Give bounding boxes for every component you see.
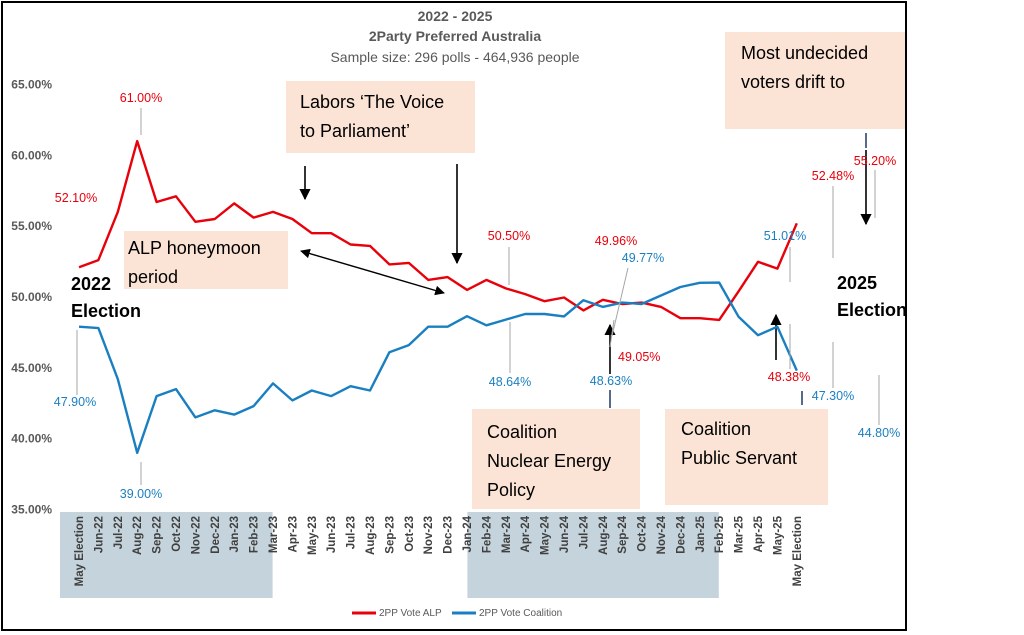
annotation-text: Nuclear Energy <box>487 451 611 471</box>
x-tick-label: Dec-24 <box>675 515 687 553</box>
annotation-text: Policy <box>487 480 535 500</box>
coalition-data-label: 48.63% <box>590 374 632 388</box>
alp-data-label: 49.96% <box>595 234 637 248</box>
x-tick-label: Jan-23 <box>229 516 241 552</box>
x-tick-label: Jul-24 <box>578 515 590 549</box>
alp-data-label: 55.20% <box>854 154 896 168</box>
alp-data-label: 52.48% <box>812 169 854 183</box>
x-tick-label: Nov-24 <box>656 515 668 554</box>
x-tick-label: Aug-22 <box>132 516 144 555</box>
x-tick-label: Apr-24 <box>520 515 532 552</box>
x-tick-label: Nov-23 <box>423 516 435 554</box>
election-label: Election <box>837 300 907 320</box>
y-tick-label: 40.00% <box>11 432 52 446</box>
annotation-text: voters drift to <box>741 72 845 92</box>
x-tick-label: Mar-25 <box>734 515 746 553</box>
x-tick-label: Nov-22 <box>190 516 202 554</box>
coalition-data-label: 51.01% <box>764 229 806 243</box>
legend-label: 2PP Vote ALP <box>379 608 442 619</box>
x-tick-label: Feb-24 <box>481 515 493 553</box>
x-tick-label: May-24 <box>540 515 552 555</box>
chart-subtitle: 2Party Preferred Australia <box>369 28 541 44</box>
coalition-data-label: 48.64% <box>489 375 531 389</box>
x-tick-label: Sep-22 <box>152 516 164 554</box>
chart-title: 2022 - 2025 <box>418 8 493 24</box>
x-tick-label: Jan-24 <box>462 515 474 552</box>
coalition-data-label: 47.90% <box>54 395 96 409</box>
x-tick-label: Apr-23 <box>287 516 299 552</box>
x-tick-label: Aug-23 <box>365 516 377 555</box>
x-tick-label: May Election <box>74 516 86 586</box>
y-tick-label: 65.00% <box>11 77 52 91</box>
x-tick-label: Oct-22 <box>171 516 183 552</box>
annotation-text: Public Servant <box>681 448 797 468</box>
election-label: Election <box>71 301 141 321</box>
alp-data-label: 49.05% <box>618 350 660 364</box>
coalition-series-line <box>78 281 798 454</box>
coalition-data-label: 49.77% <box>622 251 664 265</box>
x-tick-label: Feb-25 <box>714 515 726 553</box>
public-servant-annotation-box <box>665 409 828 505</box>
x-tick-label: Jun-22 <box>93 516 105 553</box>
annotation-text: Labors ‘The Voice <box>300 92 444 112</box>
y-tick-label: 60.00% <box>11 148 52 162</box>
y-tick-label: 50.00% <box>11 290 52 304</box>
x-tick-label: Mar-23 <box>268 516 280 553</box>
x-tick-label: May-25 <box>772 515 784 555</box>
y-tick-label: 35.00% <box>11 503 52 517</box>
x-tick-label: May Election <box>792 516 804 586</box>
x-tick-label: Jun-24 <box>559 515 571 553</box>
annotation-text: Coalition <box>681 419 751 439</box>
voice-annotation-box <box>286 81 475 153</box>
shaded-period-1 <box>60 512 273 598</box>
x-tick-label: Mar-24 <box>501 515 513 553</box>
x-tick-label: Oct-23 <box>404 516 416 552</box>
x-tick-label: Feb-23 <box>249 516 261 553</box>
honeymoon-arrow <box>300 248 445 296</box>
election-label: 2025 <box>837 273 877 293</box>
coalition-data-label: 39.00% <box>120 487 162 501</box>
annotation-text: Most undecided <box>741 43 868 63</box>
x-tick-label: Jul-22 <box>113 516 125 549</box>
data-label-leader <box>609 319 615 348</box>
undecided-annotation-box <box>725 32 905 129</box>
alp-series-line <box>78 139 798 322</box>
coalition-data-label: 47.30% <box>812 389 854 403</box>
x-tick-label: Jan-25 <box>695 515 707 552</box>
alp-data-label: 61.00% <box>120 91 162 105</box>
annotation-text: ALP honeymoon <box>128 238 261 258</box>
x-tick-label: Apr-25 <box>753 515 765 552</box>
x-tick-label: Aug-24 <box>598 515 610 555</box>
chart-sample-size: Sample size: 296 polls - 464,936 people <box>330 49 579 65</box>
x-tick-label: Oct-24 <box>637 515 649 551</box>
y-tick-label: 55.00% <box>11 219 52 233</box>
x-tick-label: May-23 <box>307 516 319 555</box>
coalition-data-label: 44.80% <box>858 426 900 440</box>
honeymoon-annotation-box <box>124 231 288 289</box>
nuclear-annotation-box <box>472 409 640 509</box>
x-tick-label: Jun-23 <box>326 516 338 553</box>
x-tick-label: Sep-23 <box>384 516 396 554</box>
election-label: 2022 <box>71 274 111 294</box>
y-tick-label: 45.00% <box>11 361 52 375</box>
x-tick-label: Sep-24 <box>617 515 629 553</box>
x-tick-label: Dec-22 <box>210 516 222 554</box>
alp-data-label: 50.50% <box>488 229 530 243</box>
x-tick-label: Dec-23 <box>443 516 455 554</box>
alp-data-label: 48.38% <box>768 370 810 384</box>
annotation-text: to Parliament’ <box>300 121 410 141</box>
shaded-period-2 <box>467 512 719 598</box>
alp-data-label: 52.10% <box>55 191 97 205</box>
annotation-text: Coalition <box>487 422 557 442</box>
legend-label: 2PP Vote Coalition <box>479 608 562 619</box>
data-label-leader <box>611 267 629 337</box>
x-tick-label: Jul-23 <box>346 516 358 549</box>
annotation-text: period <box>128 267 178 287</box>
